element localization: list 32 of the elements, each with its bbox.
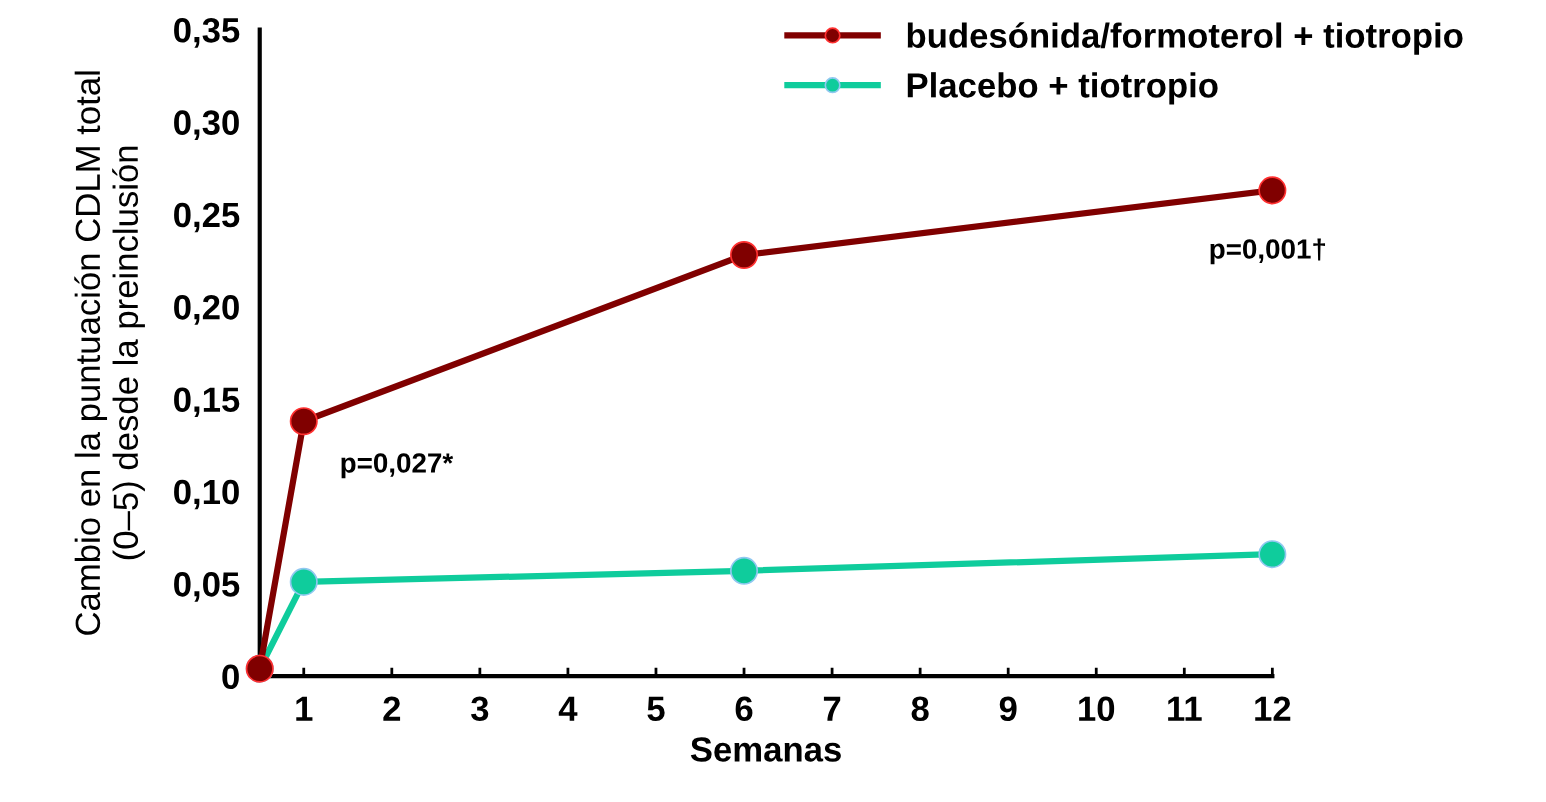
y-axis-title: Cambio en la puntuación CDLM total (0–5) desde la preinclusión (74, 71, 145, 635)
x-tick-label: 12 (1255, 696, 1291, 721)
x-tick-label: 9 (999, 696, 1017, 722)
x-tick-label: 8 (911, 696, 929, 722)
point (289, 407, 318, 436)
point (729, 556, 759, 585)
y-tick-label: 0,35 (174, 18, 240, 48)
y-tick-label: 0,15 (174, 387, 240, 418)
x-tick-label: 4 (558, 696, 578, 721)
x-tick-label: 7 (823, 696, 841, 721)
x-tick-label: 2 (383, 696, 401, 721)
x-axis-title: Semanas (690, 737, 841, 762)
x-tick-label: 11 (1168, 696, 1202, 721)
legend-label: Placebo + tiotropio (907, 72, 1218, 105)
annotation: p=0,001† (1210, 238, 1326, 265)
x-tick-label: 6 (735, 696, 753, 722)
y-tick-label: 0,05 (174, 572, 240, 602)
legend-label: budesónida/formoterol + tiotropio (907, 22, 1463, 55)
annotation: p=0,027* (341, 453, 454, 479)
x-tick-label: 1 (296, 696, 313, 721)
x-tick-label: 3 (471, 696, 489, 722)
x-tick-label: 5 (647, 696, 665, 722)
point (1258, 540, 1287, 569)
x-tick-label: 10 (1079, 696, 1115, 722)
y-tick-label: 0,20 (174, 295, 239, 325)
y-tick-label: 0 (222, 664, 239, 690)
y-tick-label: 0,25 (174, 202, 240, 233)
point (729, 240, 759, 270)
y-tick-label: 0,30 (174, 110, 239, 140)
point (1258, 176, 1287, 205)
y-tick-label: 0,10 (174, 479, 239, 510)
point (289, 567, 318, 596)
